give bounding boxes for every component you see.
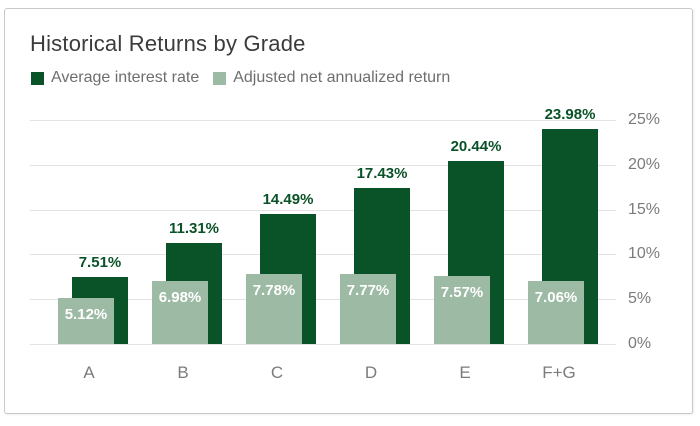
gridline-0%	[30, 344, 616, 345]
chart-title: Historical Returns by Grade	[30, 31, 306, 56]
legend-swatch-icon	[213, 71, 227, 85]
gridline-10%	[30, 254, 616, 256]
legend-label: Adjusted net annualized return	[233, 69, 451, 86]
y-tick-label: 0%	[628, 335, 652, 352]
x-tick-label-A: A	[83, 363, 95, 382]
value-label-adj-net-return-A: 5.12%	[64, 306, 108, 324]
bar-adj-net-return-E	[434, 276, 490, 344]
x-tick-label-F+G: F+G	[542, 363, 576, 382]
bar-adj-net-return-F+G	[528, 280, 584, 344]
gridline-20%	[30, 164, 616, 166]
value-label-adj-net-return-E: 7.57%	[440, 284, 484, 302]
x-tick-label-E: E	[459, 363, 471, 382]
bar-adj-net-return-C	[246, 274, 302, 344]
legend-item-avg-interest-rate: Average interest rate	[31, 69, 199, 87]
bar-adj-net-return-A	[58, 298, 114, 344]
value-label-adj-net-return-B: 6.98%	[158, 289, 202, 307]
gridline-5%	[30, 299, 616, 301]
value-label-avg-interest-rate-D: 17.43%	[356, 164, 408, 182]
y-tick-label: 25%	[628, 111, 661, 128]
legend-label: Average interest rate	[51, 69, 200, 86]
y-tick-label: 15%	[628, 200, 661, 218]
y-tick-label: 10%	[628, 245, 661, 263]
value-label-adj-net-return-C: 7.78%	[252, 282, 296, 300]
legend-swatch-icon	[31, 71, 44, 85]
legend-item-adj-net-return: Adjusted net annualized return	[213, 69, 450, 87]
gridline-25%	[30, 120, 616, 121]
y-tick-label: 20%	[628, 155, 661, 173]
legend: Average interest rate Adjusted net annual…	[31, 69, 450, 87]
bar-adj-net-return-D	[340, 274, 396, 344]
plot-area: 7.51% 5.12% 11.31% 6.98% 14.49% 7.78% 17.43% 7.…	[30, 106, 616, 345]
x-tick-label-B: B	[177, 363, 189, 382]
y-tick-label: 5%	[628, 290, 652, 308]
bar-adj-net-return-B	[152, 281, 208, 344]
value-label-avg-interest-rate-C: 14.49%	[262, 191, 314, 209]
value-label-avg-interest-rate-E: 20.44%	[450, 137, 502, 155]
gridline-15%	[30, 209, 616, 211]
value-label-adj-net-return-F+G: 7.06%	[534, 288, 578, 306]
x-tick-label-C: C	[270, 363, 284, 382]
value-label-adj-net-return-D: 7.77%	[346, 282, 390, 300]
value-label-avg-interest-rate-A: 7.51%	[78, 253, 122, 271]
value-label-avg-interest-rate-F+G: 23.98%	[544, 106, 596, 124]
chart-card: Historical Returns by Grade Average inte…	[4, 8, 693, 414]
x-tick-label-D: D	[364, 363, 378, 382]
value-label-avg-interest-rate-B: 11.31%	[168, 219, 220, 237]
